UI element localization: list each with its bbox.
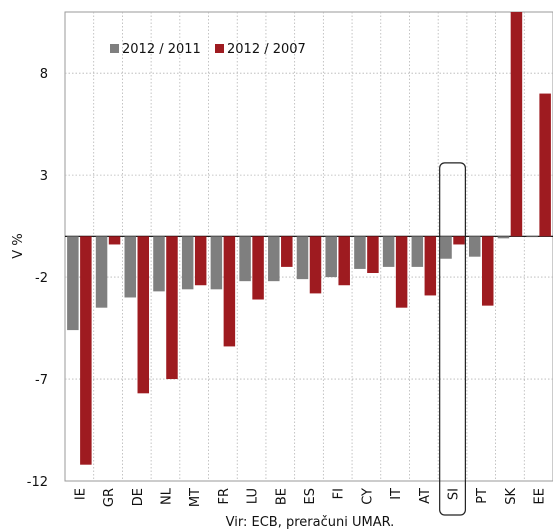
- bar-si-series-1: [440, 236, 452, 259]
- legend-label-1: 2012 / 2011: [122, 42, 201, 57]
- category-labels: IE GR DE NL MT FR LU BE ES FI CY IT AT SI PT SK EE: [73, 487, 547, 507]
- bar-sk-series-1: [497, 236, 510, 239]
- category-label-fi: FI: [332, 488, 347, 499]
- highlight-box: [439, 162, 466, 516]
- bar-be-series-1: [268, 236, 280, 282]
- bar-fr-series-1: [210, 236, 223, 290]
- y-tick-label: -2: [35, 271, 48, 286]
- category-label-pt: PT: [475, 488, 490, 504]
- plot-frame: [64, 11, 553, 482]
- category-label-at: AT: [418, 488, 433, 504]
- category-label-ee: EE: [533, 488, 548, 504]
- category-label-fr: FR: [217, 488, 232, 505]
- bars: [67, 12, 551, 516]
- bar-ie-series-1: [67, 236, 79, 331]
- y-tick-label: -12: [27, 475, 48, 490]
- bar-fi-series-1: [325, 236, 337, 278]
- bar-cy-series-2: [367, 236, 379, 274]
- category-label-cy: CY: [360, 488, 375, 505]
- category-label-si: SI: [447, 488, 462, 500]
- bar-gr-series-1: [95, 236, 108, 308]
- bar-pt-series-2: [481, 236, 494, 306]
- legend-swatch-1: [110, 44, 119, 53]
- bar-nl-series-1: [153, 236, 165, 292]
- bar-lu-series-1: [239, 236, 251, 282]
- bar-ie-series-2: [80, 236, 92, 465]
- bar-fi-series-2: [338, 236, 350, 286]
- bar-sk-series-2: [510, 12, 523, 237]
- bar-de-series-2: [137, 236, 150, 394]
- category-label-be: BE: [274, 488, 289, 505]
- y-axis-label: V %: [11, 233, 26, 258]
- bar-mt-series-1: [181, 236, 194, 290]
- bar-at-series-2: [424, 236, 437, 296]
- bar-it-series-2: [395, 236, 408, 308]
- bar-ee-series-2: [539, 93, 551, 237]
- y-tick-label: 8: [40, 67, 48, 82]
- y-tick-label: 3: [40, 169, 48, 184]
- bar-it-series-1: [382, 236, 395, 267]
- category-label-gr: GR: [102, 488, 117, 507]
- bar-cy-series-1: [354, 236, 366, 269]
- bar-ee-series-1: [526, 236, 538, 238]
- y-tick-label: -7: [35, 373, 48, 388]
- legend: 2012 / 2011 2012 / 2007: [110, 42, 306, 57]
- bar-mt-series-2: [194, 236, 207, 286]
- bar-gr-series-2: [108, 236, 121, 245]
- bar-pt-series-1: [468, 236, 481, 257]
- category-label-sk: SK: [504, 488, 519, 505]
- category-label-mt: MT: [188, 488, 203, 507]
- category-label-ie: IE: [73, 488, 88, 500]
- bar-be-series-2: [281, 236, 293, 267]
- category-label-nl: NL: [159, 487, 174, 505]
- y-tick-labels: -12 -7 -2 3 8: [27, 67, 48, 490]
- legend-swatch-2: [215, 44, 224, 53]
- bar-lu-series-2: [252, 236, 264, 300]
- bar-nl-series-2: [166, 236, 178, 380]
- bar-es-series-2: [309, 236, 322, 294]
- bar-de-series-1: [124, 236, 137, 298]
- bar-es-series-1: [296, 236, 309, 280]
- source-note: Vir: ECB, preračuni UMAR.: [226, 515, 395, 530]
- category-label-lu: LU: [246, 488, 261, 504]
- bar-at-series-1: [411, 236, 424, 267]
- bar-fr-series-2: [223, 236, 236, 347]
- category-label-de: DE: [131, 488, 146, 506]
- category-label-es: ES: [303, 488, 318, 504]
- bar-si-series-2: [453, 236, 465, 245]
- legend-label-2: 2012 / 2007: [227, 42, 306, 57]
- category-label-it: IT: [389, 488, 404, 500]
